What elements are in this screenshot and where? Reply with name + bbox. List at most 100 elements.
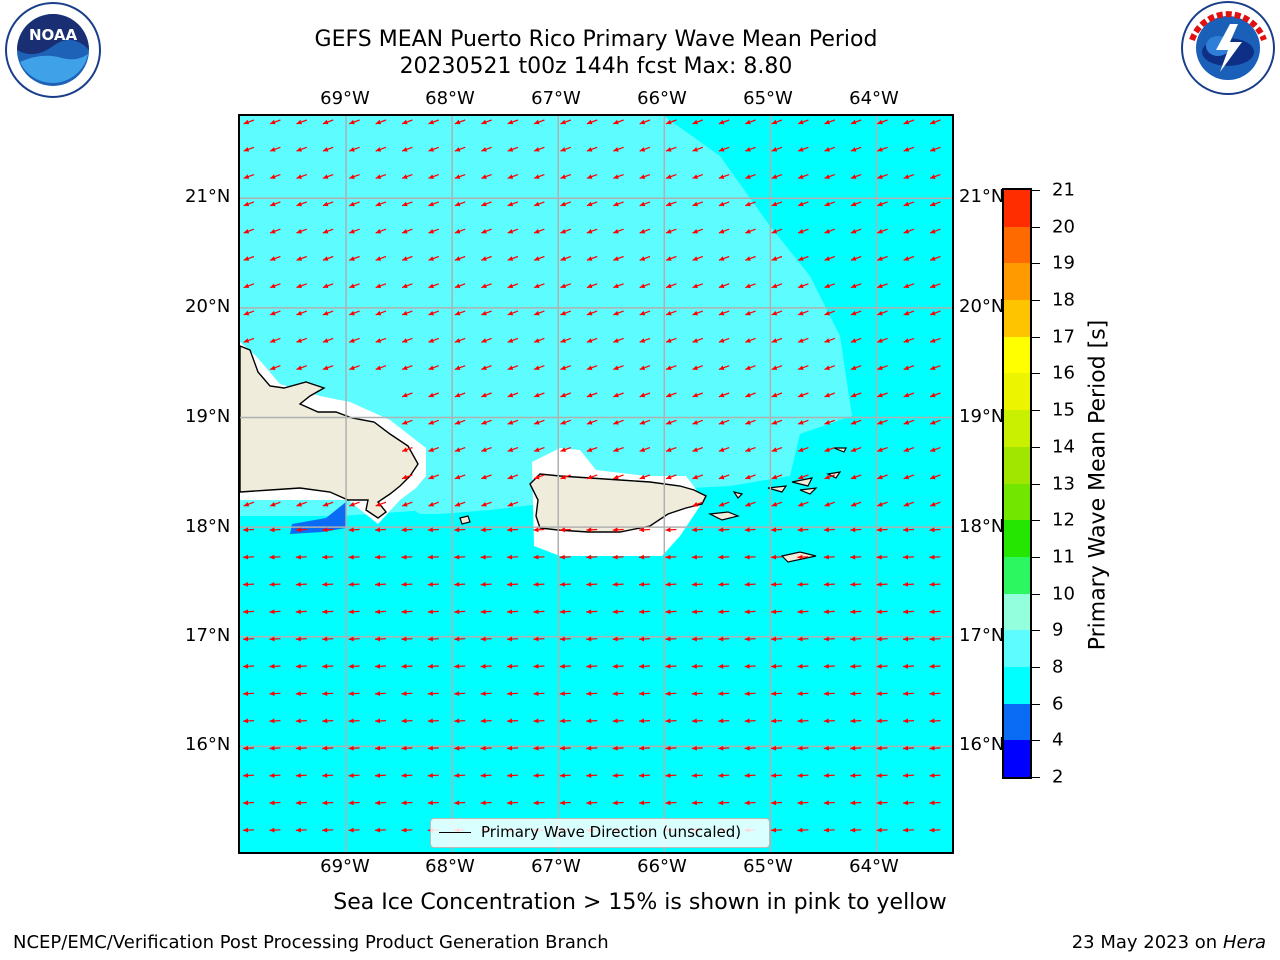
wave-direction-arrow — [586, 365, 598, 371]
wave-direction-arrow — [506, 773, 519, 778]
wave-direction-arrow — [401, 691, 413, 697]
wave-direction-arrow — [374, 773, 387, 778]
wave-direction-arrow — [613, 337, 624, 343]
wave-direction-arrow — [691, 745, 703, 751]
wave-direction-arrow — [375, 501, 387, 507]
wave-direction-arrow — [586, 392, 598, 398]
colorbar — [1002, 188, 1032, 779]
wave-direction-arrow — [322, 745, 334, 751]
wave-direction-arrow — [533, 337, 545, 343]
wave-direction-arrow — [744, 691, 756, 697]
wave-direction-arrow — [903, 419, 915, 425]
wave-direction-arrow — [427, 609, 439, 615]
wave-direction-arrow — [533, 800, 545, 806]
wave-direction-arrow — [902, 527, 915, 533]
wave-direction-arrow — [718, 419, 730, 425]
wave-direction-arrow — [823, 609, 835, 615]
wave-direction-arrow — [533, 447, 545, 452]
lat-tick-right: 17°N — [959, 625, 1005, 646]
wave-direction-arrow — [877, 447, 888, 452]
wave-direction-arrow — [770, 691, 783, 697]
wave-direction-arrow — [824, 255, 836, 261]
wave-direction-arrow — [559, 527, 571, 533]
lon-tick-bottom: 64°W — [849, 856, 899, 877]
wave-direction-arrow — [639, 174, 651, 179]
wave-direction-arrow — [850, 146, 862, 152]
wave-direction-arrow — [771, 447, 783, 452]
wave-direction-arrow — [823, 636, 835, 642]
wave-direction-arrow — [665, 365, 677, 371]
wave-direction-arrow — [823, 800, 835, 806]
wave-direction-arrow — [295, 718, 307, 724]
wave-direction-arrow — [902, 691, 915, 697]
wave-direction-arrow — [613, 365, 624, 371]
wave-direction-arrow — [929, 636, 941, 642]
wave-direction-arrow — [877, 419, 888, 425]
wave-direction-arrow — [903, 310, 915, 316]
wave-direction-arrow — [850, 663, 862, 669]
wave-direction-arrow — [929, 718, 941, 724]
wave-direction-arrow — [797, 582, 809, 587]
wave-direction-arrow — [639, 474, 651, 480]
colorbar-tick-mark — [1032, 740, 1040, 742]
wave-direction-arrow — [744, 582, 756, 587]
wave-direction-arrow — [375, 337, 387, 343]
wave-direction-arrow — [454, 201, 466, 207]
wave-direction-arrow — [929, 527, 941, 533]
wave-direction-arrow — [349, 201, 360, 207]
wave-direction-arrow — [586, 174, 598, 179]
wave-direction-arrow — [559, 609, 571, 615]
map-panel: Primary Wave Direction (unscaled) — [238, 114, 954, 854]
wave-direction-arrow — [243, 119, 255, 125]
wave-direction-arrow — [559, 636, 571, 642]
wave-direction-arrow — [243, 283, 255, 289]
wave-direction-arrow — [613, 447, 624, 452]
wave-direction-arrow — [269, 773, 281, 778]
wave-direction-arrow — [903, 119, 915, 125]
lon-tick-bottom: 68°W — [425, 856, 475, 877]
wave-direction-arrow — [929, 146, 941, 152]
wave-direction-arrow — [560, 228, 572, 234]
wave-direction-arrow — [665, 310, 677, 316]
wave-direction-arrow — [507, 365, 519, 371]
wave-direction-arrow — [692, 146, 704, 152]
colorbar-segment — [1004, 299, 1030, 337]
sea-ice-note: Sea Ice Concentration > 15% is shown in … — [333, 890, 947, 915]
wave-direction-arrow — [665, 609, 677, 615]
wave-direction-arrow — [427, 691, 439, 697]
wave-direction-arrow — [348, 663, 360, 669]
wave-direction-arrow — [770, 527, 783, 533]
colorbar-tick-label: 17 — [1052, 326, 1075, 348]
wave-direction-arrow — [797, 419, 809, 425]
wave-direction-arrow — [771, 228, 783, 234]
wave-direction-arrow — [665, 718, 677, 724]
wave-direction-arrow — [374, 663, 387, 669]
wave-direction-arrow — [296, 337, 308, 343]
wave-direction-arrow — [533, 636, 545, 642]
wave-direction-arrow — [745, 228, 756, 234]
colorbar-segment — [1004, 629, 1030, 667]
wave-direction-arrow — [797, 745, 809, 751]
wave-direction-arrow — [586, 554, 598, 560]
wave-direction-arrow — [665, 474, 677, 480]
wave-direction-arrow — [745, 119, 756, 125]
lon-tick-bottom: 66°W — [637, 856, 687, 877]
wave-direction-arrow — [243, 310, 255, 316]
wave-direction-arrow — [375, 228, 387, 234]
wave-direction-arrow — [374, 718, 387, 724]
wave-direction-arrow — [745, 310, 756, 316]
wave-direction-arrow — [374, 636, 387, 642]
wave-direction-arrow — [322, 201, 334, 207]
wave-direction-arrow — [665, 228, 677, 234]
wave-direction-arrow — [296, 174, 308, 179]
wave-direction-arrow — [770, 800, 783, 806]
wave-direction-arrow — [427, 718, 439, 724]
wave-direction-arrow — [929, 419, 941, 425]
wave-direction-arrow — [322, 365, 334, 371]
wave-direction-arrow — [612, 663, 624, 669]
wave-direction-arrow — [560, 119, 572, 125]
wave-direction-arrow — [269, 554, 281, 560]
wave-direction-arrow — [269, 119, 281, 125]
wave-direction-arrow — [718, 527, 730, 533]
wave-direction-arrow — [322, 174, 334, 179]
